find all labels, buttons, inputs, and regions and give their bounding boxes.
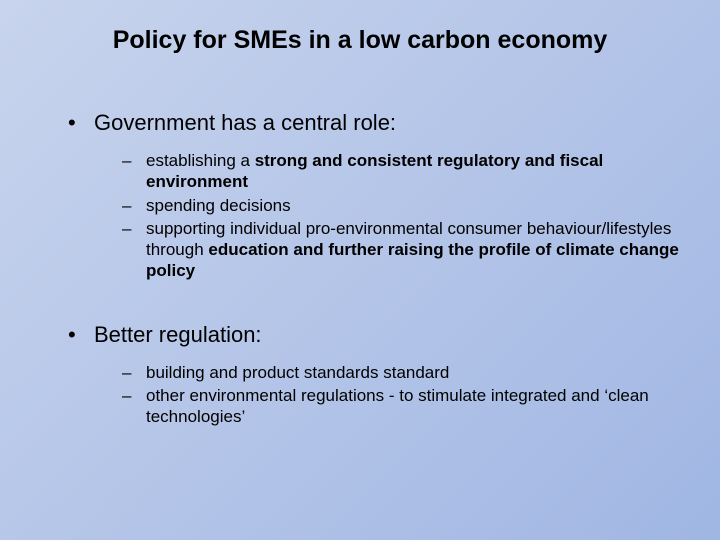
bullet-text: Better regulation: xyxy=(94,322,262,347)
slide: Policy for SMEs in a low carbon economy … xyxy=(0,0,720,540)
sub-list: establishing a strong and consistent reg… xyxy=(122,150,680,282)
sub-item: building and product standards standard xyxy=(122,362,680,383)
sub-item: supporting individual pro-environmental … xyxy=(122,218,680,282)
bullet-list: Government has a central role: establish… xyxy=(68,110,680,427)
sub-text: building and product standards standard xyxy=(146,363,449,382)
sub-item: spending decisions xyxy=(122,195,680,216)
slide-title: Policy for SMEs in a low carbon economy xyxy=(40,26,680,55)
bullet-text: Government has a central role: xyxy=(94,110,396,135)
sub-item: establishing a strong and consistent reg… xyxy=(122,150,680,193)
sub-text: other environmental regulations - to sti… xyxy=(146,386,649,426)
sub-text: supporting individual pro-environmental … xyxy=(146,219,679,281)
bullet-item: Better regulation: building and product … xyxy=(68,322,680,428)
sub-list: building and product standards standard … xyxy=(122,362,680,428)
sub-text: spending decisions xyxy=(146,196,291,215)
sub-text: establishing a strong and consistent reg… xyxy=(146,151,603,191)
bullet-item: Government has a central role: establish… xyxy=(68,110,680,282)
sub-item: other environmental regulations - to sti… xyxy=(122,385,680,428)
